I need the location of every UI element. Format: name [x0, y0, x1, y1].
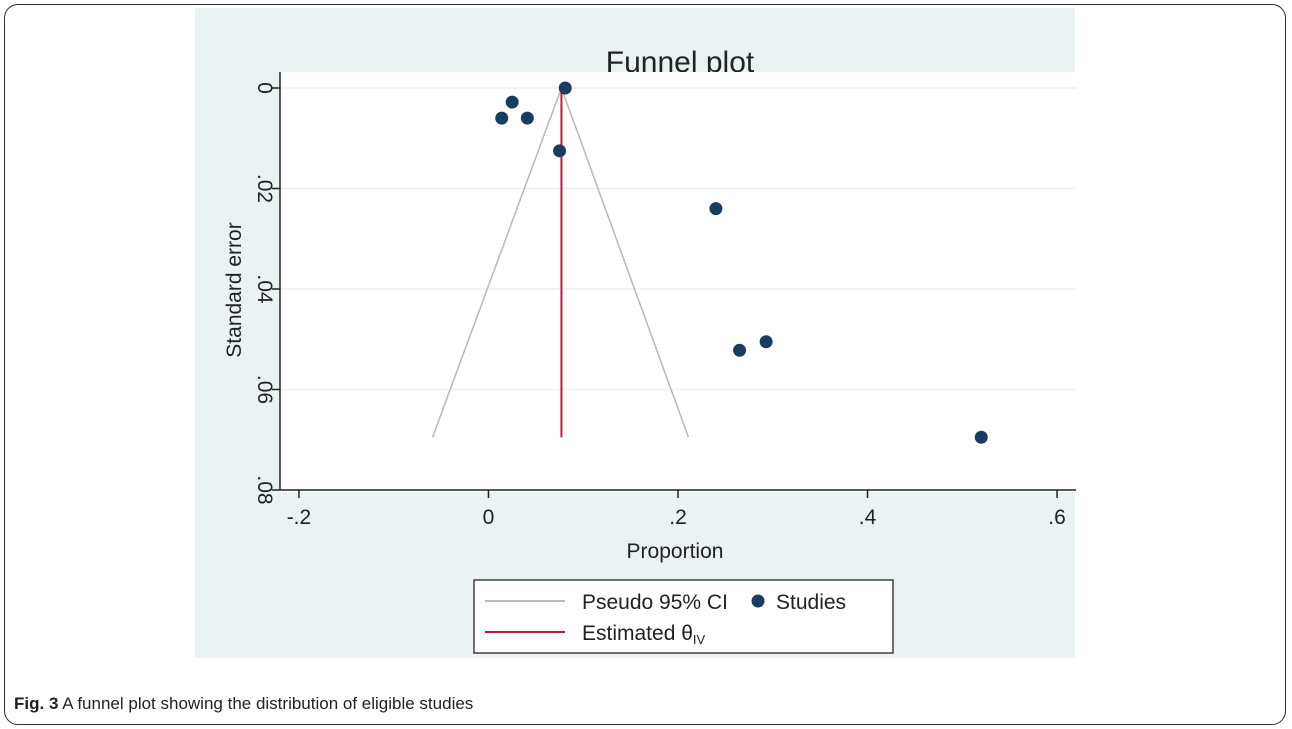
y-tick-label: .02 [253, 174, 276, 203]
x-tick-label: -.2 [287, 506, 312, 529]
plot-area [280, 72, 1076, 492]
study-point [709, 202, 723, 216]
study-point [495, 111, 509, 125]
legend-estimate-label: Estimated θIV [582, 622, 706, 647]
study-point [558, 81, 572, 95]
y-axis-label: Standard error [223, 222, 246, 357]
study-point [553, 144, 567, 158]
y-tick-label: .04 [253, 274, 276, 304]
pseudo-ci-lines [431, 87, 690, 438]
y-tick-label: .08 [253, 475, 276, 504]
study-point [759, 335, 773, 349]
study-points [495, 81, 988, 444]
x-tick-label: .4 [859, 506, 877, 529]
y-tick-label: .06 [253, 375, 276, 404]
legend: Pseudo 95% CI Studies Estimated θIV [473, 579, 894, 654]
ci-lower-line [431, 87, 563, 438]
study-point [733, 343, 747, 357]
legend-estimate-subscript: IV [693, 632, 706, 647]
figure-caption: Fig. 3 A funnel plot showing the distrib… [14, 694, 473, 714]
legend-studies-swatch [751, 594, 765, 608]
study-point [974, 430, 988, 444]
x-tick-label: .6 [1048, 506, 1066, 529]
study-point [520, 111, 534, 125]
study-point [505, 95, 519, 109]
legend-box [473, 579, 894, 654]
legend-studies-label: Studies [776, 591, 846, 614]
x-axis-label: Proportion [627, 540, 724, 563]
caption-text: A funnel plot showing the distribution o… [62, 694, 474, 713]
x-tick-label: .2 [669, 506, 687, 529]
legend-estimate-main: Estimated θ [582, 622, 693, 645]
gridlines [280, 87, 1076, 391]
caption-label: Fig. 3 [14, 694, 59, 713]
x-tick-label: 0 [483, 506, 495, 529]
ci-upper-line [560, 87, 690, 438]
legend-ci-label: Pseudo 95% CI [582, 591, 728, 614]
y-tick-label: 0 [253, 82, 276, 94]
y-ticks: 0 .02 .04 .06 .08 [253, 82, 280, 505]
x-ticks: -.2 0 .2 .4 .6 [287, 490, 1066, 529]
